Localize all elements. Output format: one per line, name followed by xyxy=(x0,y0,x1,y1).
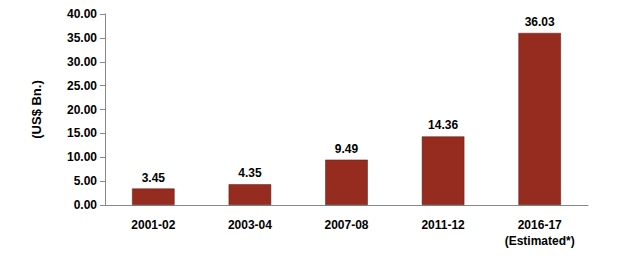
svg-text:2001-02: 2001-02 xyxy=(131,218,175,232)
svg-text:(US$ Bn.): (US$ Bn.) xyxy=(29,80,44,139)
svg-text:10.00: 10.00 xyxy=(67,150,97,164)
svg-text:35.00: 35.00 xyxy=(67,31,97,45)
svg-text:4.35: 4.35 xyxy=(238,166,262,180)
svg-text:2011-12: 2011-12 xyxy=(421,218,465,232)
svg-text:15.00: 15.00 xyxy=(67,126,97,140)
svg-text:9.49: 9.49 xyxy=(335,142,359,156)
svg-text:3.45: 3.45 xyxy=(142,171,166,185)
svg-text:2016-17: 2016-17 xyxy=(518,218,562,232)
svg-text:30.00: 30.00 xyxy=(67,55,97,69)
svg-text:20.00: 20.00 xyxy=(67,103,97,117)
svg-text:5.00: 5.00 xyxy=(74,174,98,188)
svg-text:36.03: 36.03 xyxy=(525,15,555,29)
svg-text:2007-08: 2007-08 xyxy=(324,218,368,232)
svg-text:40.00: 40.00 xyxy=(67,7,97,21)
svg-text:2003-04: 2003-04 xyxy=(228,218,272,232)
svg-text:0.00: 0.00 xyxy=(74,198,98,212)
svg-text:14.36: 14.36 xyxy=(428,118,458,132)
svg-text:25.00: 25.00 xyxy=(67,79,97,93)
svg-text:(Estimated*): (Estimated*) xyxy=(505,234,575,248)
